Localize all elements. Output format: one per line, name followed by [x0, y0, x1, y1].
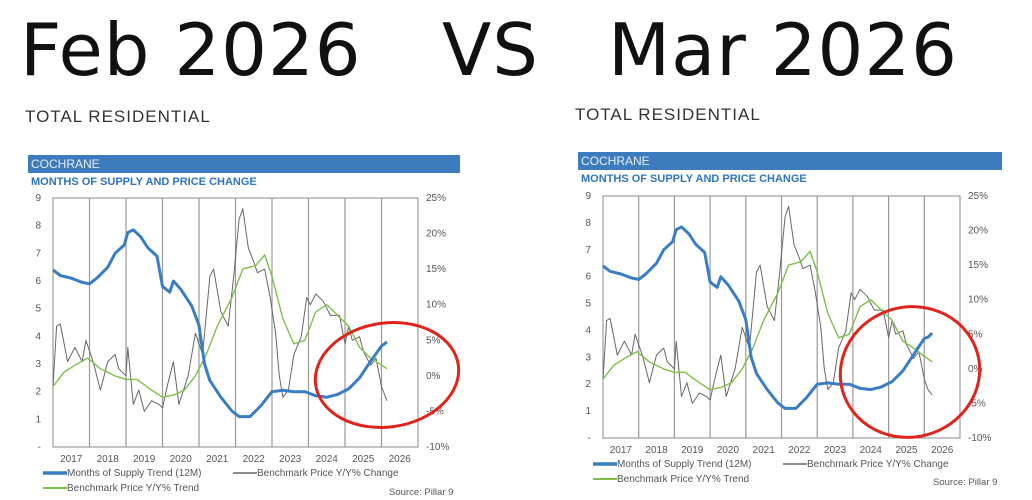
price-change-line: [52, 208, 388, 412]
y-left-tick-label: 3: [585, 352, 591, 363]
source-left: Source: Pillar 9: [389, 487, 454, 498]
legend-label: Benchmark Price Y/Y% Trend: [617, 474, 749, 485]
red-circle-annotation: [838, 305, 982, 439]
source-right: Source: Pillar 9: [933, 477, 998, 488]
y-left-tick-label: 9: [35, 193, 41, 204]
x-tick-label: 2020: [717, 445, 740, 456]
y-left-tick-label: 4: [585, 325, 591, 336]
banner-right: COCHRANE: [578, 152, 1002, 170]
y-left-tick-label: 8: [35, 221, 41, 232]
y-right-tick-label: -10%: [426, 442, 449, 453]
x-tick-label: 2019: [133, 454, 156, 465]
chart-title-left: MONTHS OF SUPPLY AND PRICE CHANGE: [31, 176, 257, 188]
banner-left: COCHRANE: [28, 155, 460, 173]
section-title-right: TOTAL RESIDENTIAL: [575, 105, 761, 124]
x-tick-label: 2021: [206, 454, 229, 465]
x-tick-label: 2019: [681, 445, 704, 456]
y-left-tick-label: 4: [35, 331, 41, 342]
legend-label: Benchmark Price Y/Y% Change: [257, 468, 399, 479]
x-tick-label: 2018: [645, 445, 668, 456]
x-tick-label: 2025: [895, 445, 918, 456]
y-left-tick-label: 6: [585, 272, 591, 283]
y-left-tick-label: 1: [585, 406, 591, 417]
x-tick-label: 2017: [610, 445, 633, 456]
x-tick-label: 2024: [860, 445, 883, 456]
x-tick-label: 2018: [97, 454, 120, 465]
x-tick-label: 2025: [352, 454, 375, 465]
y-left-tick-label: 2: [35, 387, 41, 398]
y-left-tick-label: -: [588, 433, 591, 444]
y-right-tick-label: 5%: [968, 329, 983, 340]
x-tick-label: 2022: [788, 445, 811, 456]
y-right-tick-label: 25%: [968, 191, 988, 202]
x-tick-label: 2024: [316, 454, 339, 465]
supply-line: [52, 228, 388, 419]
x-tick-label: 2026: [931, 445, 954, 456]
legend-label: Benchmark Price Y/Y% Change: [807, 459, 949, 470]
y-left-tick-label: 7: [35, 248, 41, 259]
y-right-tick-label: 0%: [968, 364, 983, 375]
y-left-tick-label: -: [38, 442, 41, 453]
y-left-tick-label: 5: [585, 299, 591, 310]
y-right-tick-label: 20%: [426, 229, 446, 240]
y-left-tick-label: 9: [585, 191, 591, 202]
legend-label: Benchmark Price Y/Y% Trend: [67, 483, 199, 494]
y-left-tick-label: 2: [585, 379, 591, 390]
price-change-line: [602, 205, 933, 404]
x-tick-label: 2023: [824, 445, 847, 456]
y-left-tick-label: 7: [585, 245, 591, 256]
y-left-tick-label: 3: [35, 359, 41, 370]
red-circle-annotation: [313, 321, 461, 429]
y-right-tick-label: 5%: [426, 335, 441, 346]
y-right-tick-label: -10%: [968, 433, 991, 444]
y-right-tick-label: 10%: [426, 300, 446, 311]
legend-label: Months of Supply Trend (12M): [67, 468, 202, 479]
headline-feb: Feb 2026: [20, 8, 362, 92]
x-tick-label: 2026: [389, 454, 412, 465]
y-left-tick-label: 8: [585, 218, 591, 229]
legend-label: Months of Supply Trend (12M): [617, 459, 752, 470]
x-tick-label: 2020: [170, 454, 193, 465]
price-trend-line: [52, 254, 388, 398]
y-right-tick-label: -5%: [968, 398, 986, 409]
headline-mar: Mar 2026: [608, 8, 958, 92]
supply-line: [602, 225, 934, 410]
section-title-left: TOTAL RESIDENTIAL: [25, 107, 211, 126]
x-tick-label: 2021: [753, 445, 776, 456]
price-trend-line: [602, 250, 933, 391]
y-left-tick-label: 6: [35, 276, 41, 287]
x-tick-label: 2017: [60, 454, 83, 465]
x-tick-label: 2023: [279, 454, 302, 465]
y-right-tick-label: 25%: [426, 193, 446, 204]
y-left-tick-label: 5: [35, 304, 41, 315]
y-right-tick-label: 20%: [968, 226, 988, 237]
headline-vs: VS: [442, 8, 539, 92]
y-right-tick-label: 15%: [426, 264, 446, 275]
x-tick-label: 2022: [243, 454, 266, 465]
y-right-tick-label: 0%: [426, 371, 441, 382]
y-right-tick-label: 10%: [968, 295, 988, 306]
chart-title-right: MONTHS OF SUPPLY AND PRICE CHANGE: [581, 173, 807, 185]
y-right-tick-label: 15%: [968, 260, 988, 271]
y-left-tick-label: 1: [35, 414, 41, 425]
